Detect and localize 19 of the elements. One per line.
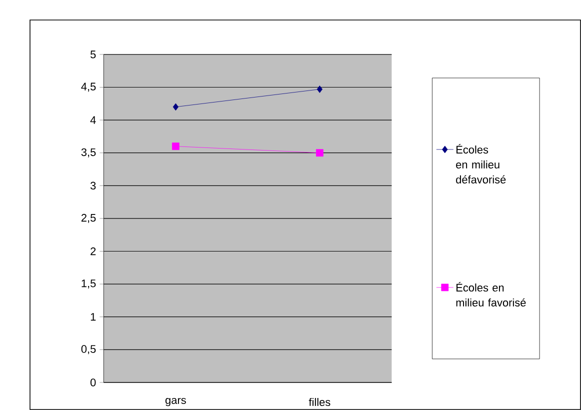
point (172, 103, 178, 111)
y-tick-label: 4,5 (81, 82, 96, 92)
y-tick-label: 0 (90, 378, 96, 386)
y-tick-label: 3 (90, 182, 96, 190)
y-tick-label: 1 (90, 313, 96, 321)
point (316, 86, 322, 93)
y-tick-label: 3,5 (81, 148, 96, 158)
point (316, 149, 324, 157)
y-tick-label: 0,5 (81, 345, 96, 354)
y-tick-label: 4 (90, 116, 96, 124)
legend-label: Écoles en milieu défavorisé (456, 144, 506, 184)
y-tick-label: 2,5 (81, 214, 96, 223)
x-tick-label: gars (165, 398, 186, 406)
y-tick-label: 5 (90, 50, 96, 58)
point (172, 142, 180, 150)
legend-label: Écoles en milieu favorisé (456, 282, 526, 307)
y-tick-label: 1,5 (82, 280, 96, 289)
x-tick-label: filles (308, 398, 330, 406)
y-tick-label: 2 (90, 247, 96, 256)
